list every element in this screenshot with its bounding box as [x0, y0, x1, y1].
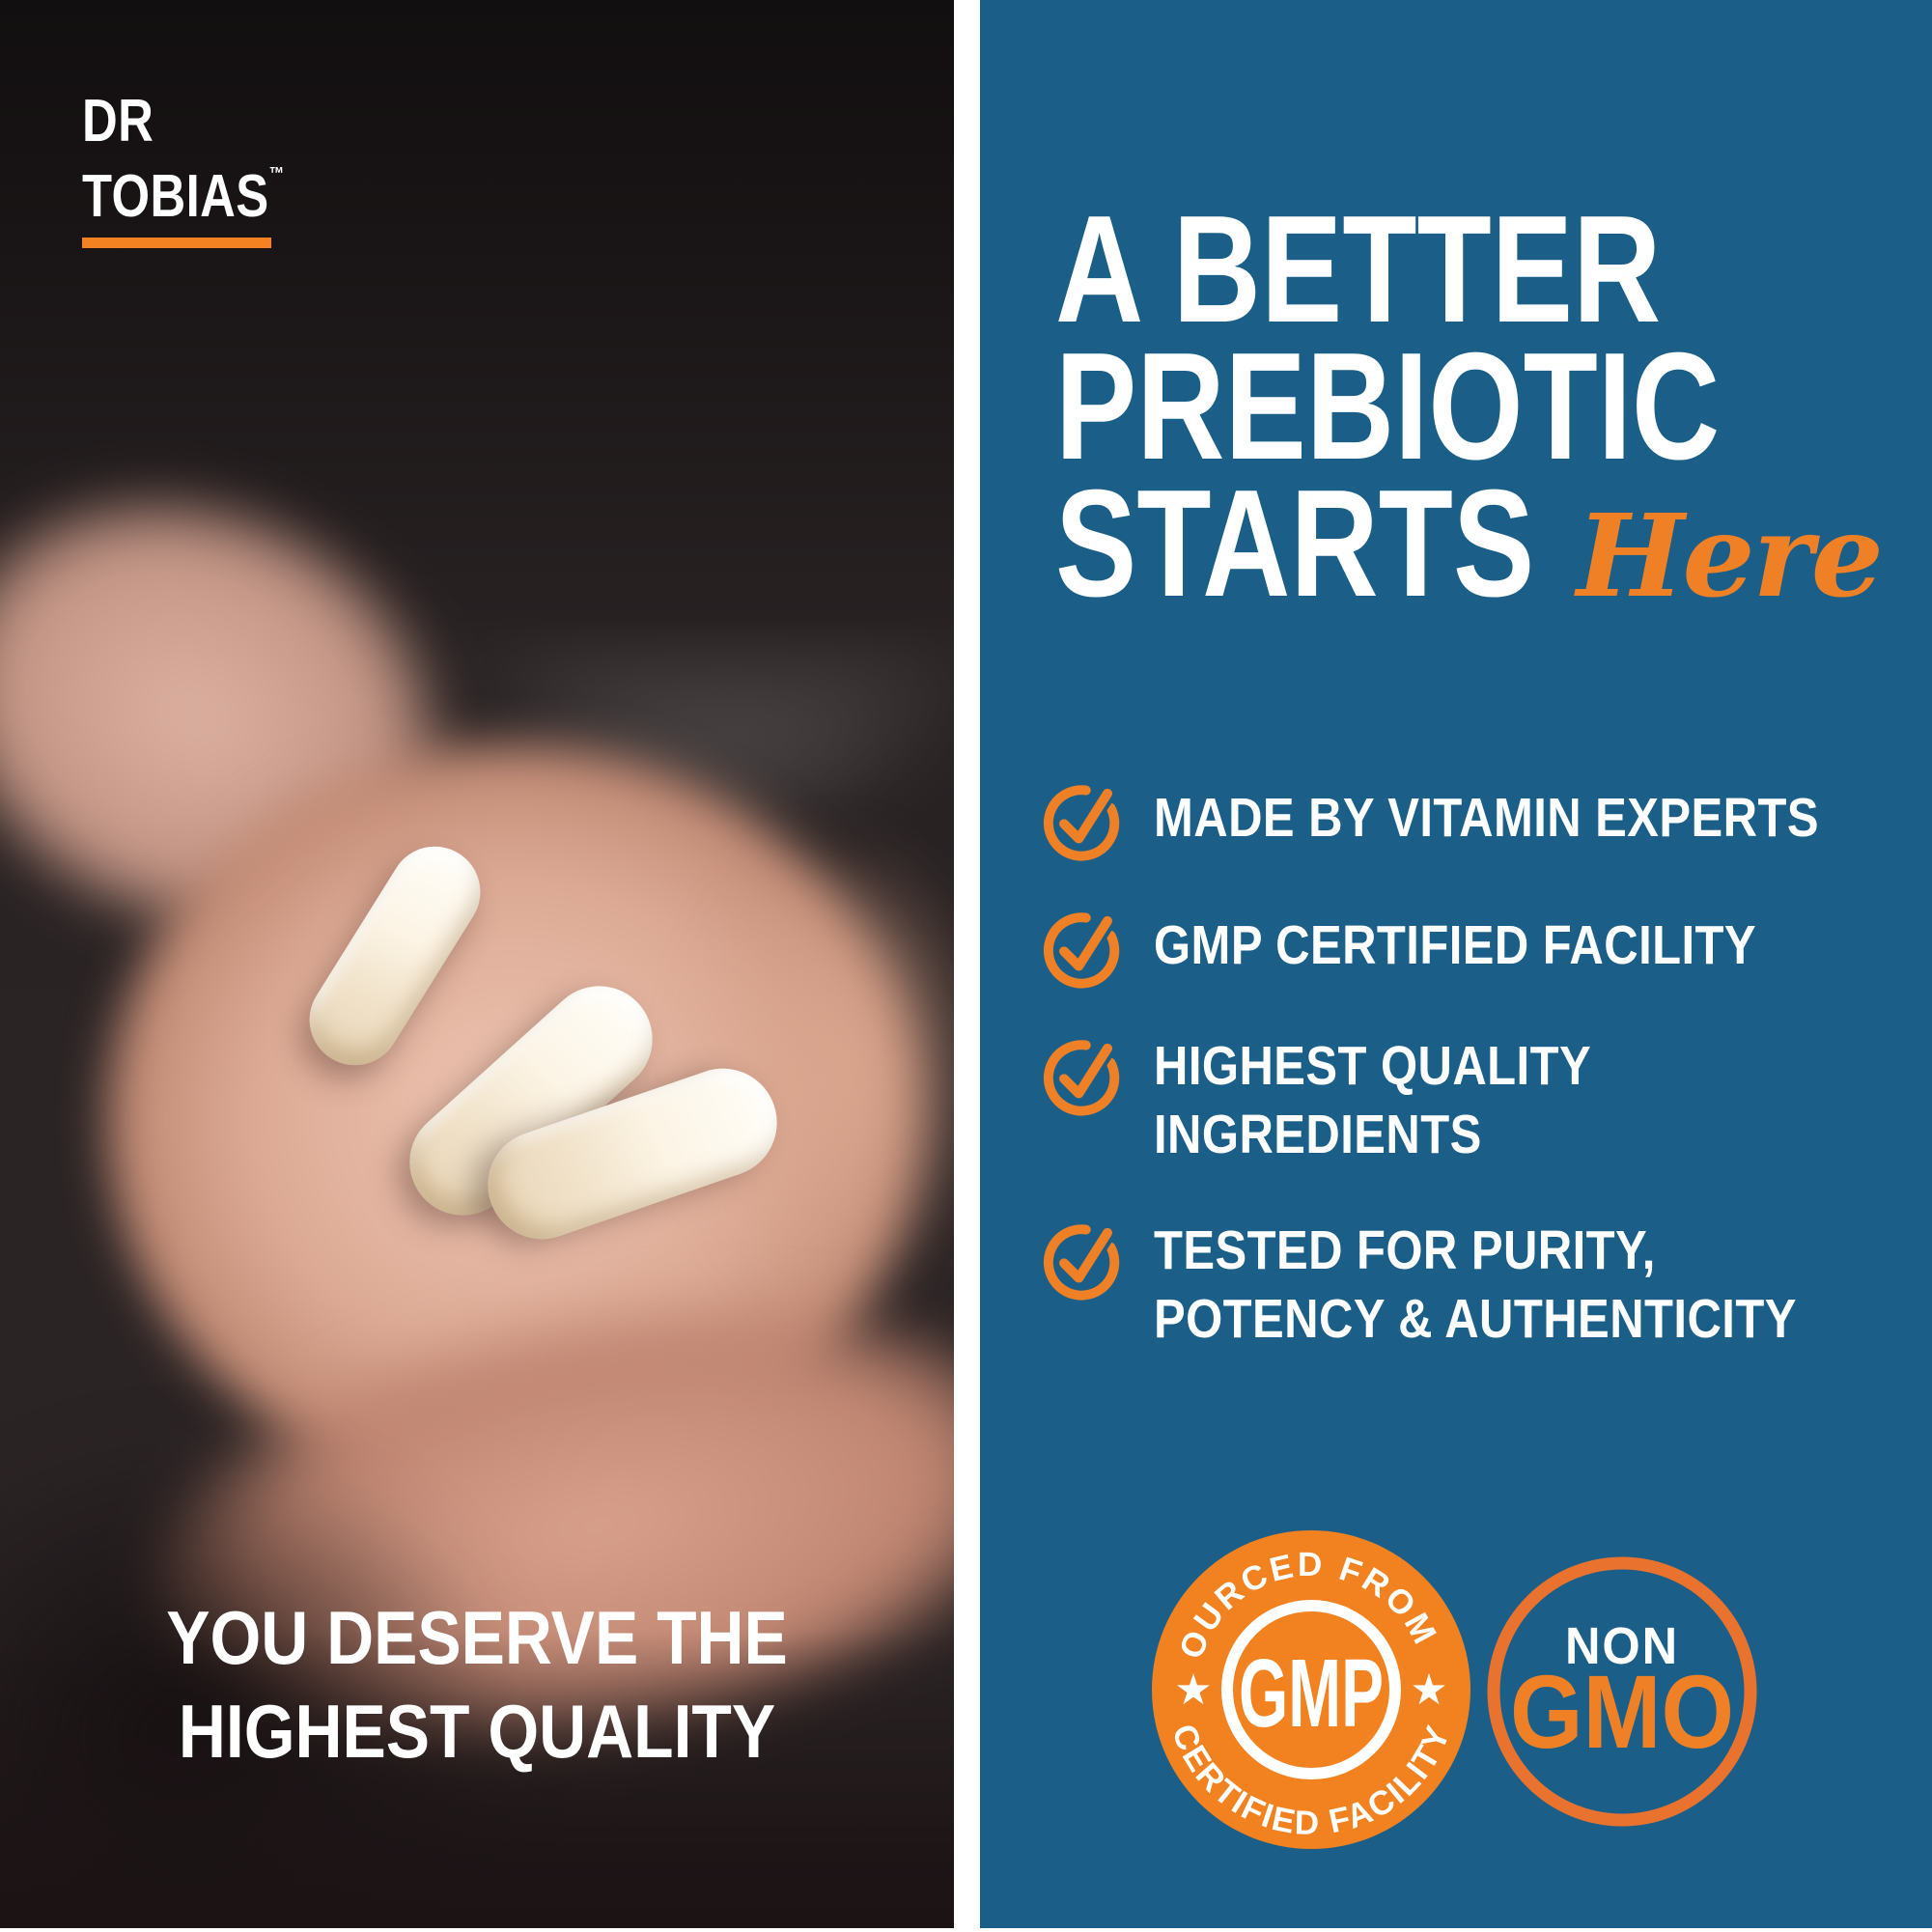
- checkmark-icon: [1043, 784, 1120, 861]
- badge-ring: [1487, 1556, 1757, 1827]
- checklist-item-made-by-experts: MADE BY VITAMIN EXPERTS: [1038, 774, 1927, 861]
- star-icon: ★: [1410, 1666, 1447, 1715]
- non-gmo-badge: NON GMO: [1487, 1556, 1757, 1827]
- headline: A BETTER PREBIOTIC STARTS Here: [1055, 184, 1932, 625]
- checkmark-icon: [1043, 1039, 1120, 1116]
- headline-line1: A BETTER: [1055, 184, 1662, 354]
- checklist-item-label: HIGHEST QUALITY INGREDIENTS: [1154, 1035, 1592, 1165]
- checklist-item-label: TESTED FOR PURITY, POTENCY & AUTHENTICIT…: [1154, 1219, 1797, 1350]
- headline-line2: PREBIOTIC: [1055, 322, 1721, 491]
- product-photo: DR TOBIAS™ YOU DESERVE THE HIGHEST QUALI…: [0, 0, 954, 1932]
- benefits-checklist: MADE BY VITAMIN EXPERTS GMP CERTIFIED FA…: [1038, 774, 1927, 1354]
- checkmark-icon: [1043, 911, 1120, 989]
- checklist-item-tested: TESTED FOR PURITY, POTENCY & AUTHENTICIT…: [1038, 1214, 1927, 1354]
- seal-inner-ring: [1221, 1600, 1401, 1779]
- headline-line3-plain: STARTS: [1055, 459, 1535, 629]
- seal-disc: [1152, 1530, 1470, 1849]
- checkmark-icon: [1043, 1223, 1120, 1301]
- checklist-item-label: GMP CERTIFIED FACILITY: [1154, 914, 1757, 976]
- checklist-item-label: MADE BY VITAMIN EXPERTS: [1154, 787, 1819, 849]
- non-gmo-line1: NON: [1565, 1617, 1679, 1675]
- panel-divider: [954, 0, 980, 1932]
- brand-line1: DR: [82, 88, 154, 154]
- seal-center-text: GMP: [1239, 1639, 1384, 1748]
- brand-logo-text: DR TOBIAS™: [82, 88, 285, 230]
- info-panel: A BETTER PREBIOTIC STARTS Here MADE BY VI…: [980, 0, 1932, 1932]
- brand-logo: DR TOBIAS™: [82, 88, 328, 248]
- bottom-border: [0, 1928, 1932, 1932]
- checklist-item-gmp-certified: GMP CERTIFIED FACILITY: [1038, 902, 1927, 989]
- brand-line2: TOBIAS™: [82, 163, 285, 230]
- star-icon: ★: [1174, 1666, 1212, 1715]
- tagline-line1: YOU DESERVE THE: [166, 1595, 788, 1680]
- headline-accent-word: Here: [1577, 489, 1884, 623]
- trademark-symbol: ™: [268, 164, 285, 184]
- checklist-item-highest-quality: HIGHEST QUALITY INGREDIENTS: [1038, 1029, 1927, 1169]
- gmp-certified-seal: SOURCED FROM A CERTIFIED FACILITY GMP ★ …: [1152, 1530, 1470, 1849]
- left-tagline: YOU DESERVE THE HIGHEST QUALITY: [62, 1591, 892, 1778]
- non-gmo-line2: GMO: [1510, 1653, 1734, 1770]
- tagline-line2: HIGHEST QUALITY: [178, 1689, 776, 1774]
- brand-underline: [82, 238, 271, 248]
- headline-line3: STARTS Here: [1055, 467, 1884, 625]
